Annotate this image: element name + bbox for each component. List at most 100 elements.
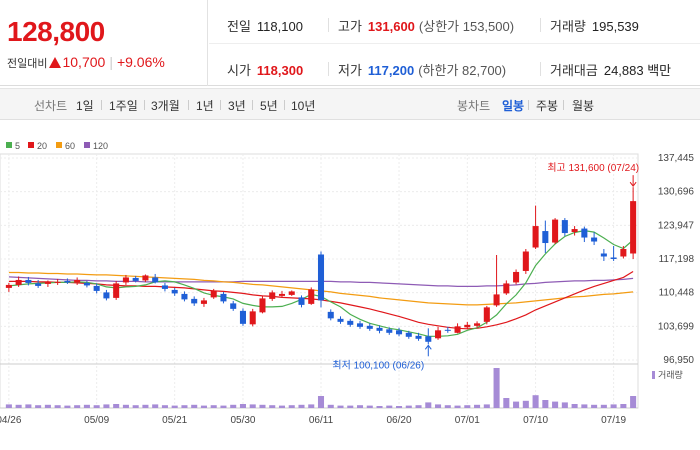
legend-label-20: 20	[37, 141, 47, 151]
divider	[101, 100, 102, 110]
candle	[74, 277, 81, 285]
candle	[288, 290, 295, 296]
period-3year[interactable]: 3년	[228, 99, 246, 113]
candle-body	[425, 336, 432, 342]
high-arrow-icon	[629, 181, 637, 187]
volume-bar	[610, 404, 617, 408]
period-1day[interactable]: 1일	[76, 99, 94, 113]
candle-body	[405, 332, 412, 337]
upper-limit: (상한가 153,500)	[418, 19, 515, 34]
candle-body	[103, 292, 110, 299]
candle-daily[interactable]: 일봉	[502, 99, 525, 113]
candle-body	[522, 251, 529, 271]
candle	[600, 249, 607, 261]
divider	[220, 100, 221, 110]
volume-bar	[483, 404, 490, 408]
x-tick-label: 07/01	[455, 415, 480, 426]
candle-body	[454, 326, 461, 333]
period-1year[interactable]: 1년	[196, 99, 214, 113]
candle	[396, 327, 403, 337]
volume-bar	[581, 404, 588, 408]
y-tick-label: 137,445	[658, 153, 695, 164]
candle	[591, 232, 598, 246]
high-label: 고가	[338, 19, 362, 34]
volume-bar	[25, 404, 32, 408]
candle	[532, 205, 539, 250]
candle	[571, 226, 578, 236]
volume-bar	[552, 401, 559, 408]
candle	[513, 269, 520, 285]
current-price-panel: 128,800 전일대비 10,700 | +9.06%	[0, 0, 208, 86]
candle-body	[181, 293, 188, 300]
volume-bar	[298, 404, 305, 408]
volume-bar	[464, 405, 471, 408]
candle-body	[610, 257, 617, 259]
candle-body	[278, 293, 286, 296]
candle-monthly[interactable]: 월봉	[572, 99, 595, 113]
candle-body	[474, 323, 481, 326]
candle	[210, 288, 217, 299]
candle	[542, 220, 549, 254]
period-1week[interactable]: 1주일	[109, 99, 138, 113]
volume-bar	[161, 405, 168, 408]
candle	[230, 300, 237, 311]
candle-weekly[interactable]: 주봉	[536, 99, 559, 113]
volume-bar	[532, 395, 539, 408]
candle	[356, 320, 364, 329]
candle	[425, 328, 432, 345]
volume-bar	[425, 402, 432, 408]
candle	[561, 218, 568, 237]
volume-bar	[93, 405, 100, 408]
volume-bar	[132, 405, 139, 408]
volume-bar	[35, 405, 42, 408]
period-3month[interactable]: 3개월	[151, 99, 180, 113]
volume-bar	[571, 404, 578, 408]
volume-bar	[278, 405, 286, 408]
period-10year[interactable]: 10년	[291, 99, 316, 113]
candle	[220, 291, 227, 304]
volume-bar	[513, 401, 520, 408]
candle-body	[620, 249, 627, 257]
candle	[317, 251, 325, 308]
current-price: 128,800	[7, 16, 105, 47]
candle	[269, 290, 276, 301]
divider	[528, 100, 529, 110]
volume-bar	[152, 404, 159, 408]
x-tick-label: 05/09	[84, 415, 109, 426]
y-tick-label: 130,696	[658, 187, 695, 198]
period-5year[interactable]: 5년	[260, 99, 278, 113]
candle	[474, 321, 481, 328]
volume-bar	[435, 404, 442, 408]
volume-bar	[54, 405, 61, 408]
candle-body	[552, 219, 559, 243]
candle	[620, 246, 627, 259]
high-value: 131,600	[367, 19, 415, 34]
candle-body	[532, 226, 539, 248]
candle-body	[35, 283, 42, 286]
candle-body	[249, 311, 256, 325]
volume-bar	[171, 405, 178, 408]
candle	[35, 279, 42, 288]
volume-bar	[259, 404, 266, 408]
divider	[144, 100, 145, 110]
low-arrow-icon	[424, 344, 432, 350]
volume-bar	[347, 405, 354, 408]
volume-bar	[561, 402, 568, 408]
volume-bar	[220, 405, 227, 408]
prev-close-label: 전일	[227, 19, 251, 34]
open-value: 118,300	[256, 63, 304, 78]
divider	[328, 62, 329, 76]
candle	[581, 226, 588, 243]
volume-bar	[191, 404, 198, 408]
change-label: 전일대비	[7, 58, 48, 70]
legend-swatch-60	[56, 142, 62, 148]
candle-body	[396, 330, 403, 335]
candle-body	[513, 271, 520, 283]
candle-body	[386, 329, 393, 333]
x-tick-label: 07/19	[601, 415, 626, 426]
candle-body	[591, 237, 598, 242]
candle-body	[122, 277, 129, 283]
candle	[298, 295, 305, 308]
volume-bar	[542, 400, 549, 408]
candle-body	[347, 320, 354, 325]
